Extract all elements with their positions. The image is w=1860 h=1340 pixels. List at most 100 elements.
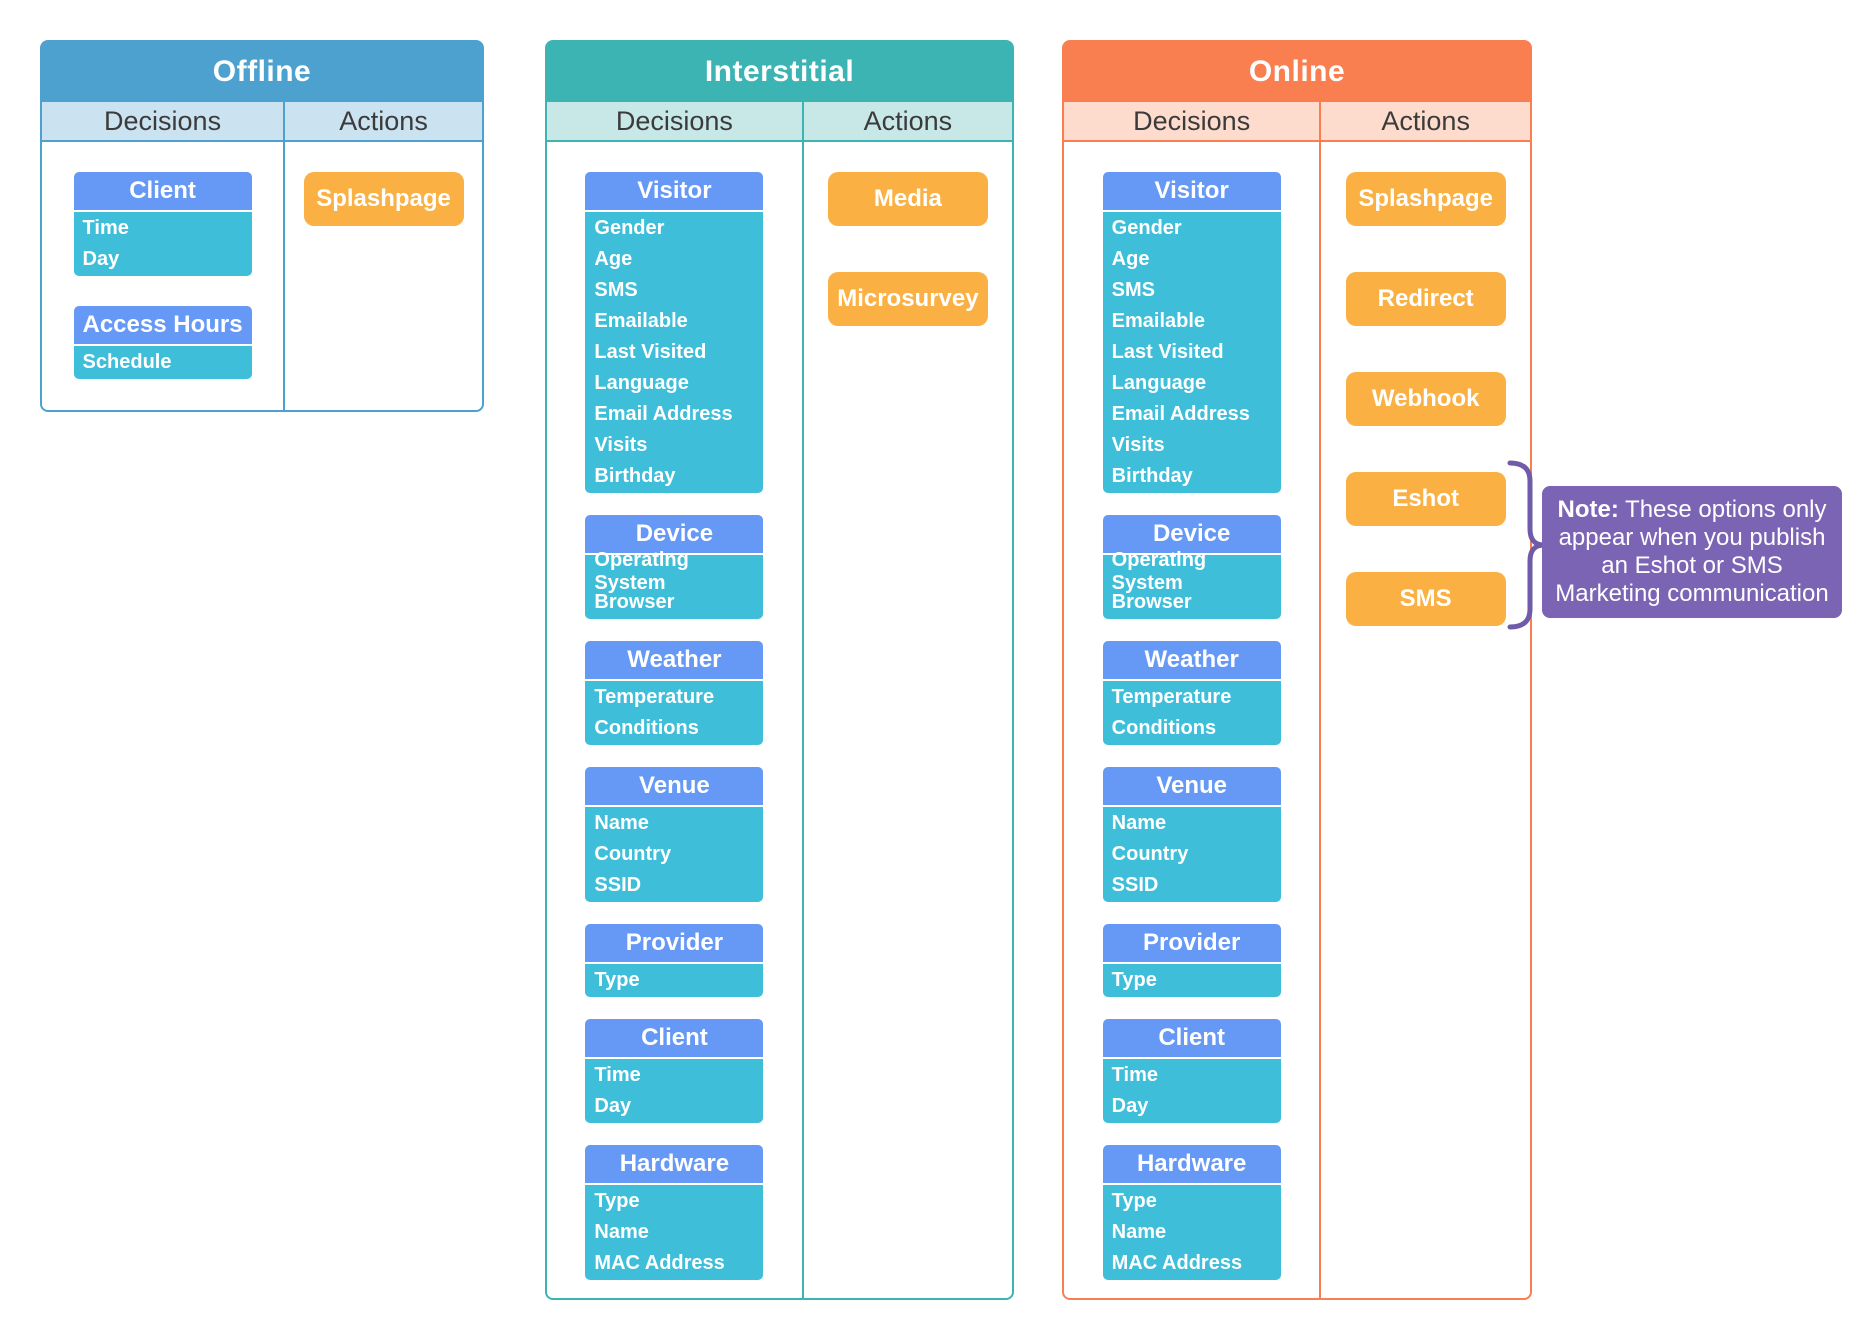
decision-group-title: Weather [1102, 641, 1281, 679]
decision-item: Day [594, 1095, 632, 1117]
note-box: Note: These options only appear when you… [1542, 486, 1842, 618]
decision-item: Operating System [1111, 548, 1207, 594]
decision-item: Name [1111, 1221, 1167, 1243]
decisions-column: Visitor Gender Age SMS Emailable Last Visited… [547, 142, 802, 1298]
actions-column-header: Actions [1319, 102, 1530, 140]
decision-item: Visits [594, 434, 648, 456]
column-headers: Decisions Actions [1064, 102, 1530, 142]
decision-group-title: Hardware [1102, 1145, 1281, 1183]
decision-group-items: Time Day [73, 212, 252, 276]
decision-group-title: Device [585, 515, 764, 553]
decision-group-items: Operating System Browser [585, 548, 764, 619]
decision-item: Last Visited [1111, 341, 1224, 363]
decision-group-items: Name Country SSID [585, 807, 764, 902]
decision-item: Type [1111, 1190, 1157, 1212]
note-label: Note: [1557, 496, 1619, 523]
action-node-sms: SMS [1345, 572, 1506, 626]
decision-item: Birthday [1111, 465, 1193, 487]
decision-group-visitor: Visitor Gender Age SMS Emailable Last Visited… [585, 172, 764, 493]
panel-title-offline: Offline [42, 42, 482, 102]
decision-group-title: Weather [585, 641, 764, 679]
decisions-column: Visitor Gender Age SMS Emailable Last Visited… [1064, 142, 1319, 1298]
actions-column: Splashpage [283, 142, 482, 410]
decision-group-access-hours: Access Hours Schedule [73, 306, 252, 379]
decision-group-title: Provider [1102, 924, 1281, 962]
decision-group-visitor: Visitor Gender Age SMS Emailable Last Visited… [1102, 172, 1281, 493]
decision-group-client: Client Time Day [73, 172, 252, 276]
decision-group-hardware: Hardware Type Name MAC Address [585, 1145, 764, 1280]
decision-item: Name [1111, 812, 1167, 834]
decision-group-provider: Provider Type [585, 924, 764, 997]
action-node-splashpage: Splashpage [303, 172, 464, 226]
decision-group-title: Visitor [585, 172, 764, 210]
decision-item: Browser [594, 591, 675, 613]
decision-group-items: Schedule [73, 346, 252, 379]
decision-group-hardware: Hardware Type Name MAC Address [1102, 1145, 1281, 1280]
note-text: Note: These options only appear when you… [1555, 496, 1829, 607]
decision-group-items: Type Name MAC Address [585, 1185, 764, 1280]
actions-column: Media Microsurvey [801, 142, 1012, 1298]
decision-group-title: Venue [1102, 767, 1281, 805]
panel-title-online: Online [1064, 42, 1530, 102]
decision-item: Temperature [594, 686, 715, 708]
decision-group-device: Device Operating System Browser [1102, 515, 1281, 619]
decision-group-title: Access Hours [73, 306, 252, 344]
decision-item: SSID [1111, 874, 1159, 896]
decision-group-items: Temperature Conditions [585, 681, 764, 745]
panel-title-interstitial: Interstitial [547, 42, 1012, 102]
decision-group-title: Client [585, 1019, 764, 1057]
decision-item: Day [1111, 1095, 1149, 1117]
decision-group-items: Temperature Conditions [1102, 681, 1281, 745]
decision-item: Temperature [1111, 686, 1232, 708]
decision-group-items: Time Day [585, 1059, 764, 1123]
decision-item: Operating System [594, 548, 689, 594]
decision-item: Country [594, 843, 672, 865]
decision-group-items: Gender Age SMS Emailable Last Visited Languag… [585, 212, 764, 493]
decision-group-title: Device [1102, 515, 1281, 553]
action-node-microsurvey: Microsurvey [827, 272, 988, 326]
actions-column: Splashpage Redirect Webhook Eshot SMS [1319, 142, 1530, 1298]
column-headers: Decisions Actions [42, 102, 482, 142]
decision-item: Conditions [1111, 717, 1217, 739]
decision-item: Last Visited [594, 341, 707, 363]
decision-item: Language [1111, 372, 1207, 394]
action-node-splashpage: Splashpage [1345, 172, 1506, 226]
decision-item: Schedule [82, 351, 172, 373]
decision-group-venue: Venue Name Country SSID [1102, 767, 1281, 902]
decision-group-items: Gender Age SMS Emailable Last Visited Languag… [1102, 212, 1281, 493]
decisions-column-header: Decisions [547, 102, 802, 140]
decision-item: Conditions [594, 717, 699, 739]
decision-group-items: Time Day [1102, 1059, 1281, 1123]
actions-column-header: Actions [283, 102, 482, 140]
panel-body: Visitor Gender Age SMS Emailable Last Visited… [547, 142, 1012, 1298]
decision-item: MAC Address [1111, 1252, 1243, 1274]
decision-item: SSID [594, 874, 642, 896]
decision-item: Gender [1111, 217, 1182, 239]
decisions-column-header: Decisions [1064, 102, 1320, 140]
decision-item: Name [594, 1221, 649, 1243]
decision-item: Day [82, 248, 120, 270]
decision-item: Time [1111, 1064, 1158, 1086]
decision-item: Emailable [594, 310, 688, 332]
decision-group-weather: Weather Temperature Conditions [1102, 641, 1281, 745]
decision-group-title: Client [73, 172, 252, 210]
action-node-eshot: Eshot [1345, 472, 1506, 526]
decision-group-items: Type Name MAC Address [1102, 1185, 1281, 1280]
decision-item: Email Address [1111, 403, 1250, 425]
decision-group-title: Venue [585, 767, 764, 805]
action-node-media: Media [827, 172, 988, 226]
decision-item: Type [594, 1190, 640, 1212]
decision-item: MAC Address [594, 1252, 725, 1274]
action-node-redirect: Redirect [1345, 272, 1506, 326]
column-headers: Decisions Actions [547, 102, 1012, 142]
panel-body: Visitor Gender Age SMS Emailable Last Visited… [1064, 142, 1530, 1298]
decision-item: Browser [1111, 591, 1192, 613]
decision-group-venue: Venue Name Country SSID [585, 767, 764, 902]
decision-item: Time [594, 1064, 641, 1086]
decision-item: Time [82, 217, 129, 239]
decision-item: Email Address [594, 403, 733, 425]
decisions-column-header: Decisions [42, 102, 284, 140]
decision-group-items: Name Country SSID [1102, 807, 1281, 902]
decision-item: Birthday [594, 465, 676, 487]
decision-group-items: Type [1102, 964, 1281, 997]
